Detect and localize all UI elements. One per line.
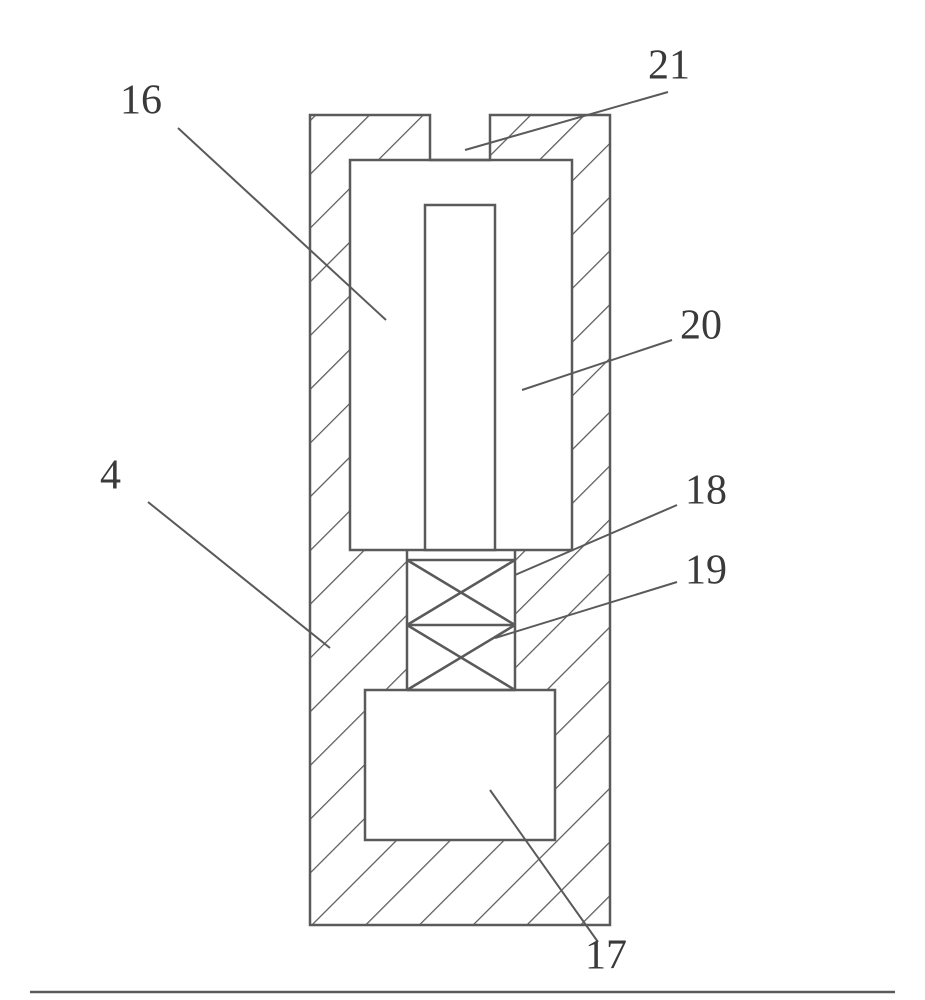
- label-16: 16: [120, 78, 162, 124]
- label-4: 4: [100, 453, 121, 499]
- label-18: 18: [685, 468, 727, 514]
- label-19: 19: [685, 548, 727, 594]
- label-20: 20: [680, 303, 722, 349]
- diagram-canvas: 21 16 20 4 18 19 17: [0, 0, 925, 1000]
- inner-block: [425, 205, 495, 550]
- leader-line-4: [148, 502, 330, 648]
- label-17: 17: [585, 933, 627, 979]
- label-21: 21: [648, 43, 690, 89]
